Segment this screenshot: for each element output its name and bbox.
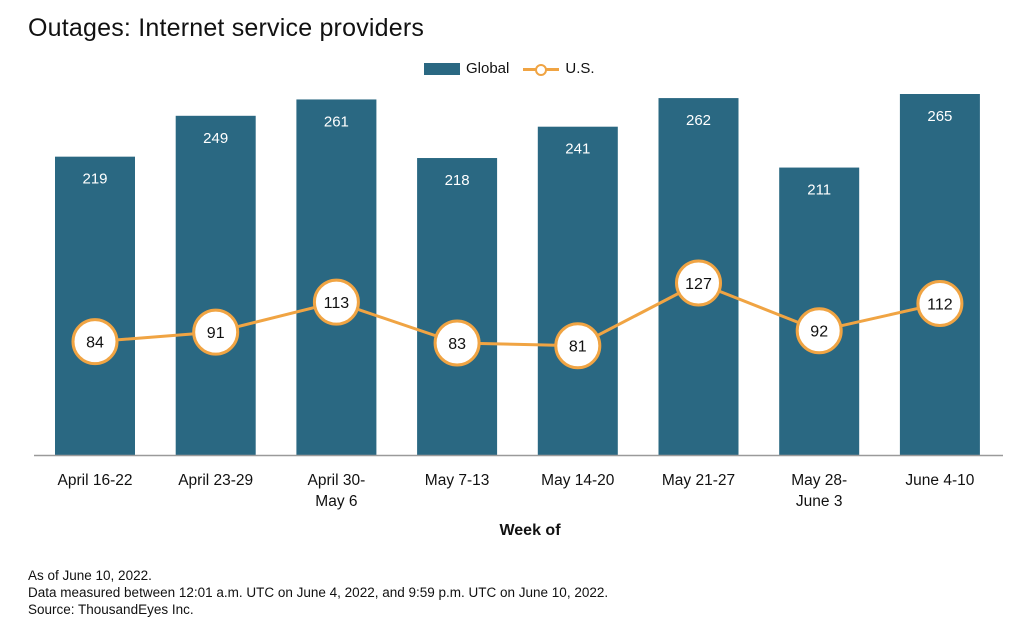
bar-global bbox=[296, 99, 377, 455]
point-us bbox=[916, 279, 964, 327]
bar-global bbox=[175, 115, 256, 455]
note-data-measured: Data measured between 12:01 a.m. UTC on … bbox=[28, 585, 609, 600]
bar-global bbox=[417, 158, 498, 455]
x-tick-label: May 6 bbox=[315, 493, 357, 510]
x-tick-label: May 21-27 bbox=[662, 472, 735, 489]
bar-value-label: 211 bbox=[807, 182, 831, 199]
x-tick-label: April 16-22 bbox=[58, 472, 133, 489]
note-as-of: As of June 10, 2022. bbox=[28, 568, 152, 583]
legend-label-us: U.S. bbox=[565, 60, 595, 77]
bar-value-label: 249 bbox=[203, 130, 228, 147]
bar-global bbox=[899, 94, 980, 455]
legend-swatch-global bbox=[424, 62, 460, 75]
bar-value-label: 241 bbox=[565, 141, 590, 158]
point-value-label: 127 bbox=[685, 276, 712, 293]
legend-label-global: Global bbox=[466, 60, 510, 77]
point-value-label: 113 bbox=[324, 295, 350, 312]
bar-value-label: 261 bbox=[324, 113, 349, 130]
point-us bbox=[192, 308, 240, 356]
point-value-label: 92 bbox=[810, 324, 828, 341]
x-tick-label: May 28- bbox=[791, 472, 847, 489]
bar-global bbox=[55, 156, 135, 455]
legend-item-us: U.S. bbox=[523, 60, 595, 77]
x-tick-label: May 14-20 bbox=[541, 472, 615, 489]
point-value-label: 81 bbox=[569, 339, 587, 356]
bar-value-label: 219 bbox=[82, 171, 107, 188]
legend-line-us bbox=[523, 63, 560, 76]
legend: Global U.S. bbox=[424, 60, 609, 77]
point-us bbox=[433, 319, 481, 367]
point-us bbox=[71, 318, 119, 366]
x-tick-label: April 23-29 bbox=[178, 472, 253, 489]
point-us bbox=[554, 322, 602, 370]
point-value-label: 112 bbox=[927, 296, 953, 313]
bar-value-label: 218 bbox=[445, 172, 470, 189]
x-axis-title: Week of bbox=[499, 522, 561, 539]
bar-value-label: 262 bbox=[686, 112, 711, 129]
point-value-label: 91 bbox=[207, 325, 225, 342]
note-source: Source: ThousandEyes Inc. bbox=[28, 602, 194, 617]
bar-value-label: 265 bbox=[927, 108, 952, 125]
legend-item-global: Global bbox=[424, 60, 509, 77]
footnotes: As of June 10, 2022. Data measured betwe… bbox=[28, 567, 608, 618]
bar-global bbox=[537, 126, 618, 455]
point-us bbox=[675, 259, 722, 307]
x-tick-label: June 4-10 bbox=[905, 472, 974, 489]
point-us bbox=[312, 278, 360, 326]
point-value-label: 84 bbox=[86, 335, 104, 352]
x-tick-label: June 3 bbox=[796, 493, 843, 510]
point-value-label: 83 bbox=[448, 336, 466, 353]
chart-title: Outages: Internet service providers bbox=[28, 14, 425, 42]
x-tick-label: April 30- bbox=[308, 472, 366, 489]
x-tick-label: May 7-13 bbox=[425, 472, 490, 489]
point-us bbox=[795, 307, 843, 355]
